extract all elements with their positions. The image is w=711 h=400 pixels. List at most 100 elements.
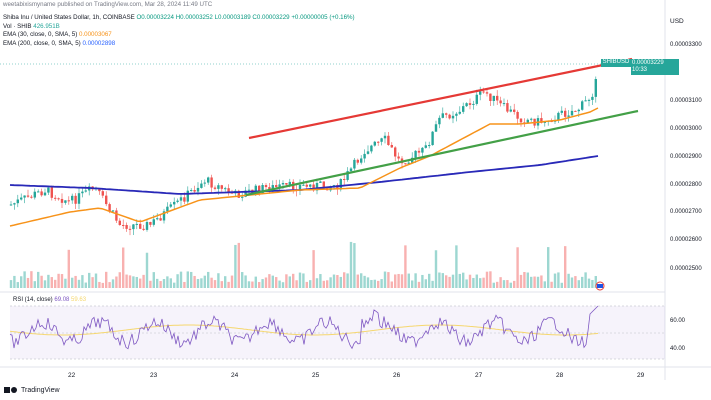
volume-bar xyxy=(434,250,438,288)
candle-body xyxy=(526,119,529,123)
price-tick-label: 0.00002600 xyxy=(670,237,702,243)
ema30-label: EMA (30, close, 0, SMA, 5) xyxy=(3,31,78,38)
tradingview-logo[interactable]: TradingView xyxy=(4,386,60,394)
volume-bar xyxy=(411,280,414,288)
price-tick-label: 0.00003000 xyxy=(670,126,702,132)
candle-body xyxy=(47,187,50,193)
candle-body xyxy=(230,192,234,194)
volume-bar xyxy=(387,272,390,288)
volume-bar xyxy=(519,274,523,288)
volume-bar xyxy=(162,279,166,288)
candle-body xyxy=(417,150,421,153)
volume-bar xyxy=(213,280,217,288)
volume-bar xyxy=(353,243,356,288)
volume-value: 426.951B xyxy=(33,23,60,30)
volume-bar xyxy=(383,271,387,288)
volume-bar xyxy=(278,280,281,288)
volume-bar xyxy=(557,272,560,288)
candle-body xyxy=(57,198,60,200)
candle-body xyxy=(421,147,424,153)
volume-bar xyxy=(268,274,271,288)
candle-body xyxy=(176,200,179,202)
candle-body xyxy=(322,181,325,187)
volume-bar xyxy=(326,280,329,288)
volume-bar xyxy=(264,277,268,288)
candle-body xyxy=(220,185,223,189)
candle-body xyxy=(465,103,468,107)
rsi-legend[interactable]: RSI (14, close) 69.08 59.63 xyxy=(13,297,86,303)
candle-body xyxy=(509,109,512,112)
candle-body xyxy=(23,195,26,198)
candle-body xyxy=(37,191,40,193)
volume-legend[interactable]: Vol · SHIB 426.951B xyxy=(3,23,60,31)
volume-bar xyxy=(261,279,264,288)
volume-bar xyxy=(152,272,155,288)
last-price-badge: SHIBUSD 0.00003229 10:33 xyxy=(601,59,679,75)
volume-bar xyxy=(550,281,553,288)
volume-label: Vol · SHIB xyxy=(3,23,32,30)
price-tick-label: 0.00003300 xyxy=(670,42,702,48)
candle-body xyxy=(424,145,427,148)
volume-bar xyxy=(431,280,434,288)
volume-bar xyxy=(458,273,461,288)
support-trendline xyxy=(245,109,639,197)
volume-bar xyxy=(404,245,407,288)
ema200-legend[interactable]: EMA (200, close, 0, SMA, 5) 0.00002898 xyxy=(3,40,115,48)
candle-body xyxy=(77,193,81,204)
candle-body xyxy=(431,131,434,146)
candle-body xyxy=(111,210,115,212)
volume-bar xyxy=(37,271,40,288)
candle-body xyxy=(591,96,594,100)
candle-body xyxy=(298,184,302,191)
candle-body xyxy=(336,185,339,190)
volume-bar xyxy=(417,281,421,288)
candle-body xyxy=(380,138,383,142)
candle-body xyxy=(118,220,121,225)
candle-body xyxy=(145,222,149,230)
volume-bar xyxy=(380,279,383,288)
candle-body xyxy=(516,111,519,119)
price-tick-label: 0.00003100 xyxy=(670,98,702,104)
volume-bar xyxy=(329,277,332,288)
candle-body xyxy=(237,190,240,198)
volume-bar xyxy=(200,278,203,288)
ema30-legend[interactable]: EMA (30, close, 0, SMA, 5) 0.00003067 xyxy=(3,31,112,39)
currency-label[interactable]: USD xyxy=(670,18,684,25)
volume-bar xyxy=(54,279,57,288)
date-tick-label: 26 xyxy=(393,372,401,379)
volume-bar xyxy=(271,275,274,288)
volume-bar xyxy=(373,279,376,288)
candle-body xyxy=(193,190,196,192)
volume-bar xyxy=(496,281,499,288)
candle-body xyxy=(162,211,166,221)
candle-body xyxy=(519,118,523,123)
volume-bar xyxy=(77,279,81,288)
volume-bar xyxy=(128,275,132,288)
candle-body xyxy=(407,162,410,165)
candle-body xyxy=(394,147,397,157)
candle-body xyxy=(472,103,475,105)
candle-body xyxy=(343,179,346,181)
ema-200-line xyxy=(9,155,599,195)
volume-bar xyxy=(312,250,315,288)
candle-body xyxy=(128,228,132,230)
candle-body xyxy=(135,223,138,225)
volume-bar xyxy=(366,277,370,288)
symbol-legend[interactable]: Shiba Inu / United States Dollar, 1h, CO… xyxy=(3,14,355,22)
candle-body xyxy=(288,181,291,185)
volume-bar xyxy=(122,247,125,288)
volume-bar xyxy=(472,277,475,288)
candle-body xyxy=(50,187,53,198)
volume-bar xyxy=(587,278,591,288)
volume-bar xyxy=(105,271,108,288)
volume-bar xyxy=(115,276,118,288)
volume-bar xyxy=(543,281,546,288)
candle-body xyxy=(346,171,349,180)
volume-bar xyxy=(275,277,278,288)
price-tick-label: 0.00002500 xyxy=(670,266,702,272)
volume-bar xyxy=(193,275,196,288)
volume-bar xyxy=(485,271,489,288)
volume-bar xyxy=(23,271,26,288)
volume-bar xyxy=(305,281,308,288)
